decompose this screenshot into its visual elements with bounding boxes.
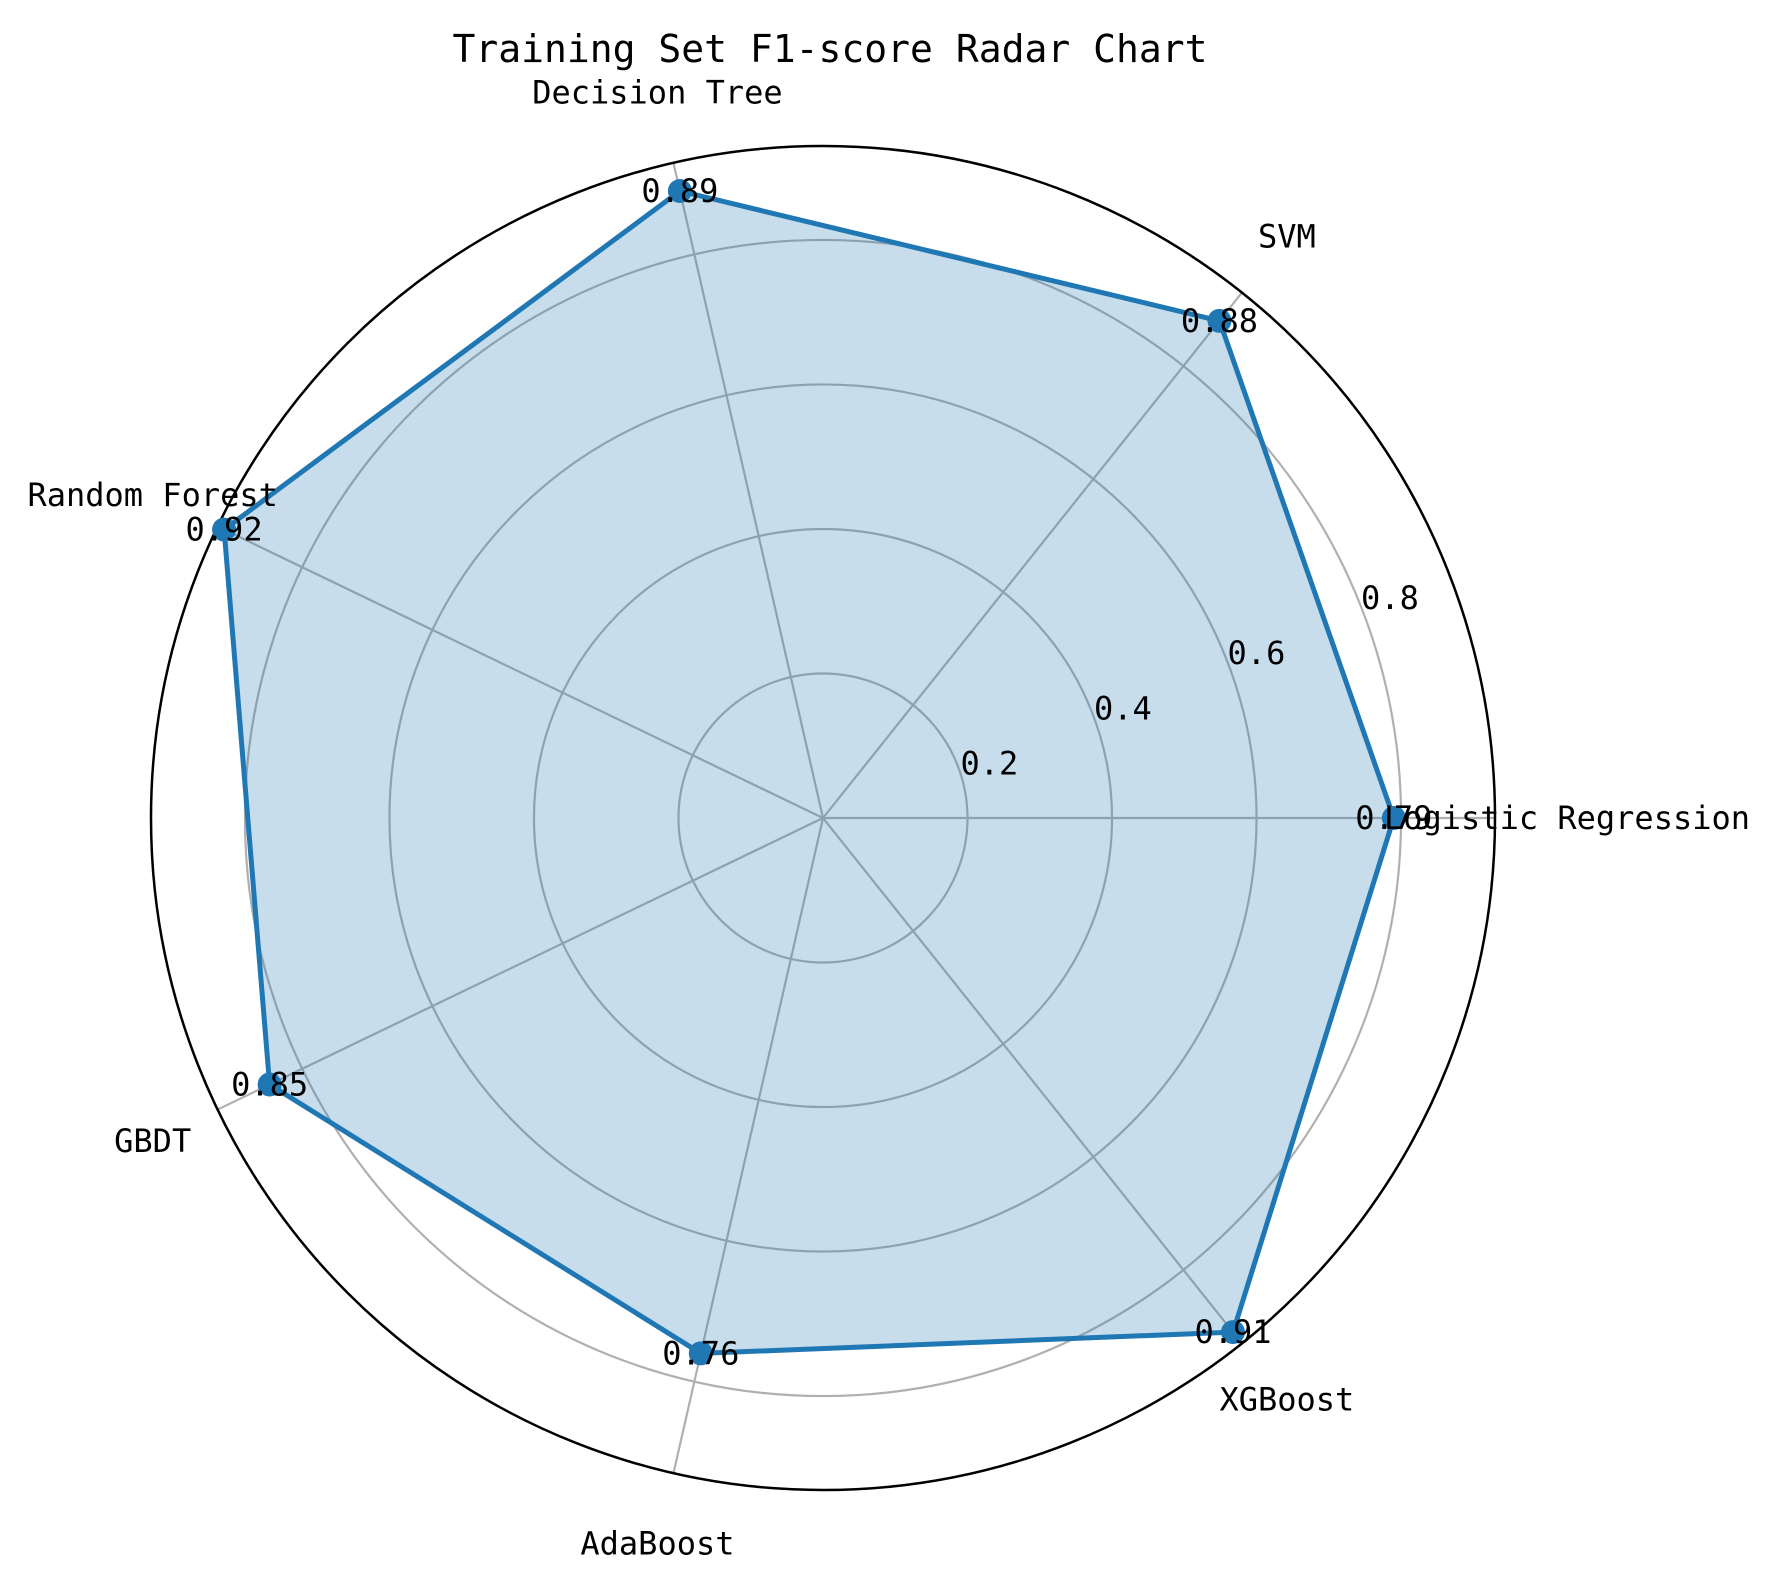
- category-label: Random Forest: [27, 476, 277, 514]
- data-point-6: [688, 1341, 713, 1366]
- series-points: [212, 179, 1406, 1366]
- series-line: [221, 188, 1397, 1356]
- series-area: [221, 188, 1397, 1356]
- data-point-7: [1220, 1320, 1245, 1345]
- category-labels: Logistic Regression SVM Decision Tree Rando…: [27, 74, 1750, 1563]
- data-label: 0.79: [1355, 799, 1432, 837]
- data-point-5: [257, 1072, 282, 1097]
- data-labels: 0.79 0.88 0.89 0.92 0.85 0.76 0.91: [186, 172, 1433, 1372]
- data-label: 0.89: [641, 172, 718, 210]
- data-label: 0.92: [186, 511, 263, 549]
- category-label: XGBoost: [1219, 1381, 1354, 1419]
- category-label: Decision Tree: [532, 74, 782, 112]
- series-fill: [224, 191, 1394, 1354]
- grid-spoke-4: [217, 525, 824, 819]
- data-label: 0.91: [1194, 1313, 1271, 1351]
- data-point-3: [667, 179, 692, 204]
- category-label: SVM: [1258, 217, 1316, 255]
- chart-title: Training Set F1-score Radar Chart: [453, 27, 1208, 71]
- grid-spoke-7: [822, 817, 1243, 1345]
- grid-spoke-5: [217, 817, 824, 1111]
- data-point-4: [212, 517, 237, 542]
- radial-tick-label: 0.4: [1094, 689, 1152, 727]
- radial-tick-labels: 0.2 0.4 0.6 0.8: [961, 579, 1419, 783]
- grid-spoke-2: [822, 291, 1243, 819]
- data-label: 0.88: [1181, 302, 1258, 340]
- data-point-2: [1207, 308, 1232, 333]
- data-label: 0.85: [231, 1065, 308, 1103]
- radial-tick-label: 0.2: [961, 745, 1019, 783]
- radial-tick-label: 0.8: [1361, 579, 1419, 617]
- category-label: Logistic Regression: [1384, 799, 1750, 837]
- data-point-1: [1381, 806, 1406, 830]
- category-label: AdaBoost: [580, 1524, 734, 1562]
- grid-spoke-3: [672, 162, 825, 819]
- data-label: 0.76: [662, 1334, 739, 1372]
- radial-tick-label: 0.6: [1228, 634, 1286, 672]
- polar-frame: [149, 144, 1497, 1492]
- category-label: GBDT: [114, 1122, 191, 1160]
